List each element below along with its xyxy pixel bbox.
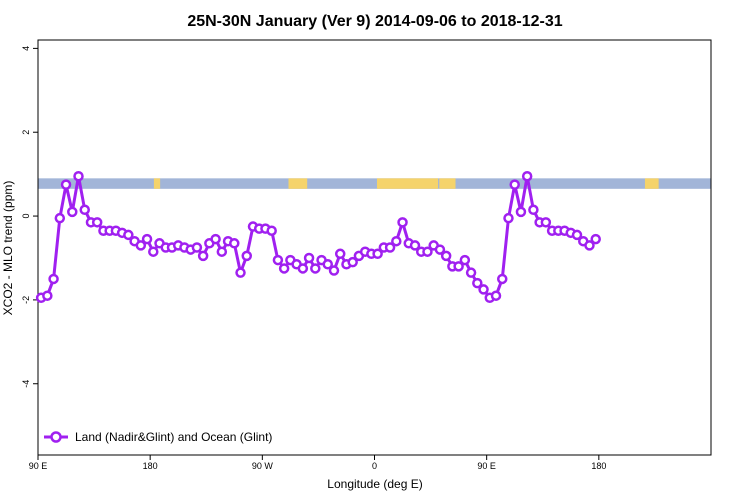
data-point	[191, 242, 203, 253]
data-point	[235, 267, 246, 278]
data-point	[434, 244, 446, 255]
data-point	[197, 250, 209, 262]
legend-label: Land (Nadir&Glint) and Ocean (Glint)	[75, 430, 272, 444]
land-ocean-strip	[38, 178, 711, 189]
data-point	[60, 179, 72, 190]
data-point	[216, 246, 228, 257]
y-tick-label: -4	[21, 380, 31, 388]
y-axis: -4 -2 0 2 4	[21, 46, 38, 388]
ocean-band	[38, 178, 711, 189]
data-point	[48, 273, 59, 285]
data-point	[310, 263, 321, 274]
data-point	[135, 240, 147, 251]
land-band	[376, 178, 439, 189]
chart-title: 25N-30N January (Ver 9) 2014-09-06 to 20…	[187, 13, 562, 30]
x-tick-label: 0	[372, 461, 377, 471]
data-point	[472, 277, 483, 289]
data-point	[509, 179, 520, 190]
data-point	[79, 204, 90, 216]
data-point	[278, 263, 290, 274]
data-point	[210, 233, 221, 245]
data-point	[54, 212, 66, 224]
data-point	[42, 290, 53, 301]
data-point	[67, 206, 78, 218]
y-tick-label: 2	[21, 130, 31, 135]
data-point	[528, 204, 539, 216]
land-band	[288, 178, 308, 189]
x-tick-label: 180	[591, 461, 606, 471]
x-axis: 90 E 180 90 W 0 90 E 180	[29, 455, 606, 471]
data-point	[422, 246, 433, 257]
data-point	[459, 254, 471, 266]
x-axis-label: Longitude (deg E)	[327, 477, 422, 491]
data-point	[328, 265, 340, 276]
data-point	[590, 233, 601, 245]
land-band	[153, 178, 161, 189]
x-tick-label: 90 E	[477, 461, 496, 471]
x-tick-label: 90 E	[29, 461, 48, 471]
y-tick-label: 0	[21, 214, 31, 219]
series-layer	[35, 170, 601, 304]
data-point	[397, 217, 408, 228]
data-point	[521, 170, 533, 182]
y-tick-label: 4	[21, 46, 31, 51]
data-point	[584, 240, 595, 251]
data-point	[229, 238, 240, 249]
data-point	[465, 267, 477, 278]
data-point	[322, 259, 334, 270]
data-point	[266, 225, 277, 236]
data-point	[409, 240, 421, 251]
data-point	[478, 284, 489, 295]
data-point	[123, 229, 134, 241]
data-point	[347, 256, 358, 268]
data-point	[303, 252, 315, 264]
data-point	[141, 233, 153, 245]
land-band	[644, 178, 659, 189]
legend-point-marker	[50, 431, 62, 443]
land-band	[439, 178, 456, 189]
data-point	[503, 212, 514, 224]
data-point	[241, 250, 253, 262]
y-tick-label: -2	[21, 296, 31, 304]
data-point	[453, 261, 464, 272]
data-point	[297, 263, 309, 274]
x-tick-label: 180	[143, 461, 158, 471]
data-point	[391, 235, 402, 247]
legend: Land (Nadir&Glint) and Ocean (Glint)	[44, 430, 272, 444]
data-point	[272, 254, 284, 266]
y-axis-label: XCO2 - MLO trend (ppm)	[1, 181, 15, 316]
data-point	[440, 250, 452, 262]
data-point	[334, 248, 346, 260]
data-point	[91, 217, 103, 228]
data-point	[515, 206, 527, 218]
data-point	[540, 217, 552, 228]
x-tick-label: 90 W	[252, 461, 274, 471]
data-point	[571, 229, 583, 241]
data-point	[384, 242, 396, 253]
data-point	[372, 248, 383, 260]
data-point	[73, 170, 84, 182]
data-point	[490, 290, 502, 301]
data-point	[496, 273, 508, 285]
data-point	[148, 246, 159, 257]
